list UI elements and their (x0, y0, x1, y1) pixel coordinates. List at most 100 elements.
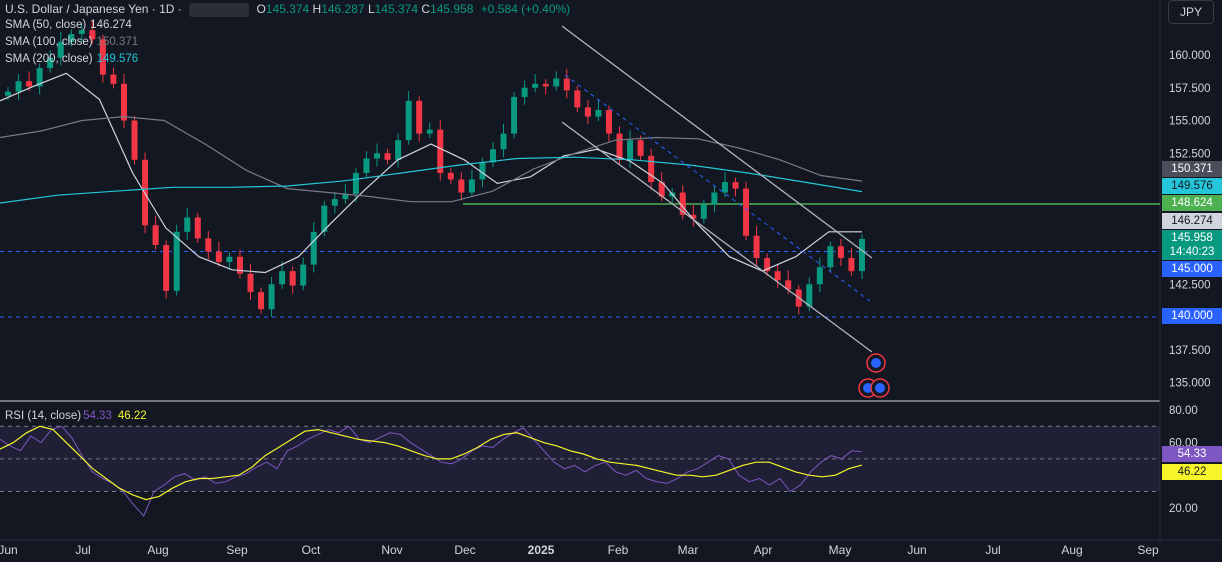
time-tick-label: Sep (1137, 543, 1159, 557)
rsi-ma-value: 46.22 (117, 410, 147, 422)
price-label-sma100: 150.371 (1162, 160, 1222, 177)
time-tick-label: Jul (75, 543, 90, 557)
currency-button[interactable]: JPY (1168, 0, 1214, 24)
candle-body (774, 271, 781, 281)
candle-body (405, 100, 412, 141)
candle-body (690, 214, 697, 219)
sma50-value: 146.274 (90, 19, 132, 31)
candle-body (15, 81, 22, 92)
time-tick-label: Dec (454, 543, 475, 557)
candle-body (363, 158, 370, 173)
high-label: H (312, 2, 322, 16)
rsi-tick-label: 20.00 (1169, 503, 1198, 515)
candle-body (679, 192, 686, 215)
sma100-label: SMA (100, close) (5, 36, 93, 48)
price-tick-label: 155.000 (1169, 116, 1211, 128)
legend-sma50[interactable]: SMA (50, close) 146.274 (5, 19, 132, 31)
candle-body (574, 90, 581, 108)
candle-body (374, 153, 381, 159)
candle-body (152, 225, 159, 245)
candle-body (331, 199, 338, 206)
candle-body (247, 273, 254, 293)
candle-body (479, 162, 486, 180)
candle-body (553, 78, 560, 87)
us-flag-icon-inner (863, 383, 873, 393)
price-tick-label: 137.500 (1169, 345, 1211, 357)
candle-body (563, 78, 570, 91)
price-label-sma50: 146.274 (1162, 212, 1222, 229)
legend-sma100[interactable]: SMA (100, close) 150.371 (5, 36, 138, 48)
candle-body (489, 149, 496, 163)
price-label-rsi: 54.33 (1162, 445, 1222, 462)
candle-body (605, 110, 612, 134)
candle-body (26, 81, 33, 87)
close-label: C (421, 2, 431, 16)
rsi-pane (0, 425, 1160, 492)
sma200-value: 149.576 (96, 53, 139, 65)
candle-body (173, 231, 180, 291)
candle-body (848, 258, 855, 272)
time-tick-label: Sep (226, 543, 248, 557)
trendlines (561, 25, 873, 353)
price-label-last: 145.958 (1162, 230, 1222, 246)
sma200-line (0, 156, 863, 204)
candle-body (532, 83, 539, 88)
channel-lower (561, 121, 873, 353)
sma50-label: SMA (50, close) (5, 19, 87, 31)
time-tick-label: Apr (754, 543, 773, 557)
candle-body (384, 153, 391, 160)
time-tick-label: Aug (147, 543, 168, 557)
candle-body (743, 188, 750, 236)
rsi-ma-line (0, 425, 863, 501)
candle-body (521, 87, 528, 97)
candle-body (89, 30, 96, 40)
open-value: 145.374 (265, 2, 310, 16)
candle-body (194, 217, 201, 239)
candle-body (806, 284, 813, 307)
time-tick-label: 2025 (528, 543, 555, 557)
candle-body (289, 271, 296, 286)
rsi-line (0, 425, 863, 517)
candle-body (78, 30, 85, 35)
candle-body (816, 267, 823, 285)
candle-body (131, 120, 138, 160)
time-tick-label: Jul (985, 543, 1000, 557)
open-label: O (256, 2, 266, 16)
price-label-l140: 140.000 (1162, 308, 1222, 324)
rsi-label: RSI (14, close) (5, 410, 82, 422)
candle-body (627, 140, 634, 160)
event-markers (858, 353, 890, 398)
candle-body (279, 271, 286, 285)
legend-sma200[interactable]: SMA (200, close) 149.576 (5, 53, 138, 65)
candle-body (36, 68, 43, 87)
candle-body (215, 251, 222, 262)
candle-body (700, 204, 707, 219)
candle-body (764, 258, 771, 272)
price-label-countdown: 14:40:23 (1162, 244, 1222, 260)
candle-body (300, 264, 307, 286)
grid (0, 0, 1222, 541)
time-tick-label: Mar (678, 543, 699, 557)
candle-body (258, 292, 265, 310)
time-tick-label: Jun (907, 543, 926, 557)
candle-body (236, 256, 243, 274)
time-tick-label: Feb (608, 543, 629, 557)
sma50-line (0, 72, 862, 274)
candle-body (310, 231, 317, 265)
candle-body (595, 110, 602, 117)
symbol-header: U.S. Dollar / Japanese Yen · 1D · O145.3… (5, 2, 570, 17)
channel-upper (561, 25, 873, 259)
candle-body (110, 74, 117, 84)
legend-rsi[interactable]: RSI (14, close) 54.33 46.22 (5, 410, 147, 422)
candle-body (342, 193, 349, 200)
time-tick-label: Nov (381, 543, 402, 557)
candle-body (458, 179, 465, 193)
price-tick-label: 160.000 (1169, 50, 1211, 62)
price-tick-label: 152.500 (1169, 148, 1211, 160)
candle-body (753, 235, 760, 259)
candle-body (511, 96, 518, 134)
us-flag-icon-inner (871, 358, 881, 368)
close-value: 145.958 (430, 2, 474, 16)
us-flag-icon-inner (875, 383, 885, 393)
